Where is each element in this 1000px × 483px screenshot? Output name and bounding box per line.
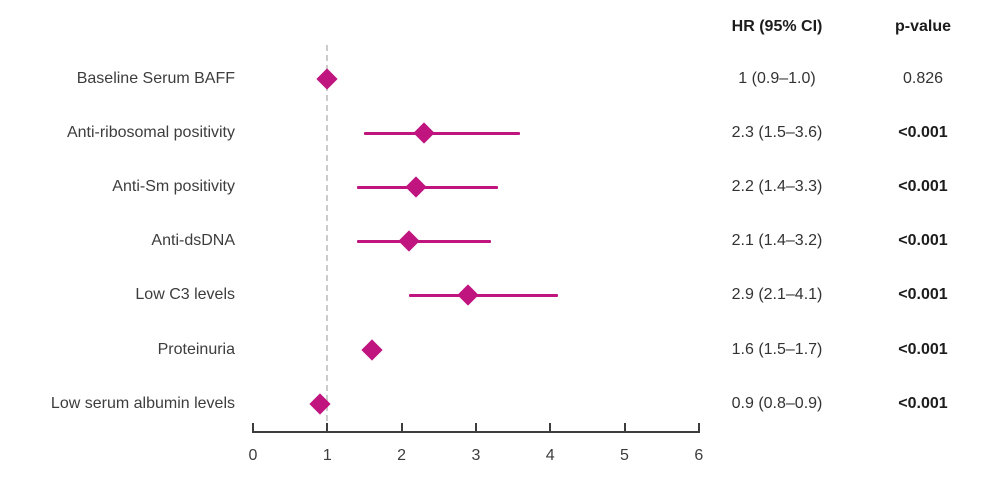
hr-diamond: [413, 122, 435, 144]
axis-tick: [623, 423, 626, 431]
row-label: Anti-dsDNA: [151, 232, 235, 250]
hr-ci-value: 2.1 (1.4–3.2): [731, 232, 823, 250]
ci-line: [409, 293, 558, 297]
axis-tick: [400, 423, 403, 431]
axis-tick: [697, 423, 700, 431]
ci-line: [357, 185, 499, 189]
row-label: Anti-ribosomal positivity: [66, 124, 235, 142]
reference-line-hr1: [326, 45, 329, 431]
axis-tick-label: 6: [694, 447, 704, 464]
hr-ci-value: 2.9 (2.1–4.1): [731, 286, 823, 304]
p-value: <0.001: [898, 394, 948, 412]
axis-tick-label: 2: [397, 447, 407, 464]
row-label: Proteinuria: [157, 340, 235, 358]
hr-ci-value: 0.9 (0.8–0.9): [731, 394, 823, 412]
hr-diamond: [457, 284, 480, 306]
axis-tick: [474, 423, 477, 431]
row-label: Low C3 levels: [135, 286, 235, 304]
hr-ci-value: 2.2 (1.4–3.3): [731, 178, 823, 196]
hr-ci-column-header: HR (95% CI): [731, 18, 823, 35]
hr-ci-value: 1.6 (1.5–1.7): [731, 340, 823, 358]
p-value: <0.001: [898, 232, 948, 250]
hr-ci-value: 1 (0.9–1.0): [738, 70, 816, 87]
x-axis-line: [252, 431, 700, 433]
p-value: <0.001: [898, 124, 948, 142]
hr-diamond: [398, 230, 420, 252]
p-value: 0.826: [902, 70, 944, 87]
row-label: Low serum albumin levels: [50, 394, 235, 412]
hr-ci-value: 2.3 (1.5–3.6): [731, 124, 823, 142]
axis-tick-label: 1: [322, 447, 332, 464]
p-value: <0.001: [898, 286, 948, 304]
axis-tick-label: 5: [620, 447, 629, 464]
row-label: Anti-Sm positivity: [112, 178, 235, 196]
p-value: <0.001: [898, 340, 948, 358]
axis-tick-label: 3: [471, 447, 481, 464]
axis-tick: [252, 423, 254, 431]
axis-tick-label: 4: [545, 447, 555, 464]
ci-line: [364, 131, 521, 135]
axis-tick: [326, 423, 329, 431]
row-label: Baseline Serum BAFF: [76, 70, 235, 87]
hr-diamond: [316, 68, 338, 90]
axis-tick: [549, 423, 552, 431]
p-value-column-header: p-value: [894, 18, 952, 35]
ci-line: [357, 239, 491, 243]
p-value: <0.001: [898, 178, 948, 196]
hr-diamond: [361, 338, 383, 361]
axis-tick-label: 0: [248, 447, 258, 464]
hr-diamond: [405, 176, 428, 198]
